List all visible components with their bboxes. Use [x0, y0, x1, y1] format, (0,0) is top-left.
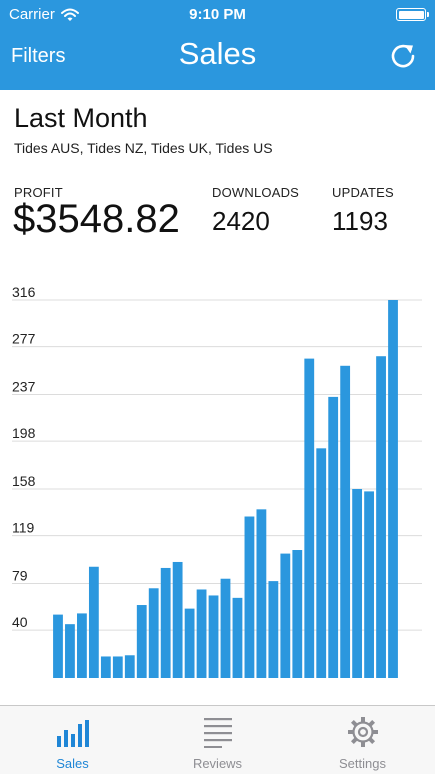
chart-bar [53, 614, 63, 678]
carrier-info: Carrier [9, 6, 79, 23]
y-tick-label: 40 [12, 614, 28, 630]
tab-sales[interactable]: Sales [0, 706, 145, 774]
tab-reviews-label: Reviews [192, 756, 243, 771]
y-tick-label: 237 [12, 379, 36, 395]
chart-bar [268, 581, 279, 678]
chart-bar [328, 396, 339, 678]
y-tick-label: 316 [12, 285, 36, 300]
tab-reviews[interactable]: Reviews [145, 706, 290, 774]
tab-sales-label: Sales [56, 756, 89, 771]
y-tick-label: 277 [12, 331, 36, 347]
refresh-icon[interactable] [387, 40, 419, 72]
nav-bar: Filters Sales [0, 30, 435, 90]
tab-bar: Sales Reviews [0, 705, 435, 774]
sales-bar-chart: 40 79 119 158 198 237 277 316 [12, 285, 422, 678]
period-title: Last Month [14, 103, 148, 133]
filters-button[interactable]: Filters [11, 45, 66, 67]
chart-bar [280, 553, 291, 678]
gear-icon [347, 717, 378, 747]
chart-bar [184, 608, 195, 678]
battery-icon [396, 8, 429, 21]
chart-bar [148, 588, 159, 678]
chart-bar [256, 509, 267, 678]
y-tick-label: 119 [12, 520, 35, 536]
carrier-name: Carrier [9, 6, 55, 23]
y-tick-label: 158 [12, 473, 36, 489]
chart-bar [88, 566, 99, 678]
tab-settings[interactable]: Settings [290, 706, 435, 774]
chart-bar [65, 624, 75, 678]
chart-bar [77, 613, 87, 678]
chart-bar [124, 655, 135, 678]
downloads-value: 2420 [212, 206, 270, 236]
chart-bar [376, 356, 386, 678]
chart-bar [208, 595, 219, 678]
stores-subtitle: Tides AUS, Tides NZ, Tides UK, Tides US [14, 140, 273, 156]
status-bar: Carrier 9:10 PM [0, 0, 435, 30]
tab-settings-label: Settings [339, 756, 386, 771]
profit-label: PROFIT [14, 185, 63, 200]
chart-bar [388, 300, 398, 678]
chart-bar [112, 656, 123, 678]
downloads-label: DOWNLOADS [212, 185, 300, 200]
chart-bar [196, 589, 207, 678]
y-tick-label: 79 [12, 568, 28, 584]
chart-bar [340, 365, 351, 678]
chart-bar [220, 578, 231, 678]
chart-bar [172, 561, 183, 678]
chart-bar [364, 491, 374, 678]
chart-bar [232, 597, 243, 678]
bar-chart-icon [56, 720, 89, 747]
chart-bar [100, 656, 111, 678]
chart-bar [304, 358, 315, 678]
profit-value: $3548.82 [13, 197, 180, 241]
header: Carrier 9:10 PM Filters Sales [0, 0, 435, 90]
status-time: 9:10 PM [189, 6, 246, 23]
chart-bar [292, 550, 303, 678]
chart-bar [244, 516, 255, 678]
wifi-icon [60, 8, 79, 21]
chart-bar [352, 489, 363, 678]
y-tick-label: 198 [12, 425, 36, 441]
chart-bar [160, 567, 171, 678]
chart-bar [316, 448, 327, 678]
list-lines-icon [203, 718, 232, 748]
chart-bar [136, 605, 147, 678]
updates-value: 1193 [332, 206, 388, 236]
updates-label: UPDATES [332, 185, 394, 200]
